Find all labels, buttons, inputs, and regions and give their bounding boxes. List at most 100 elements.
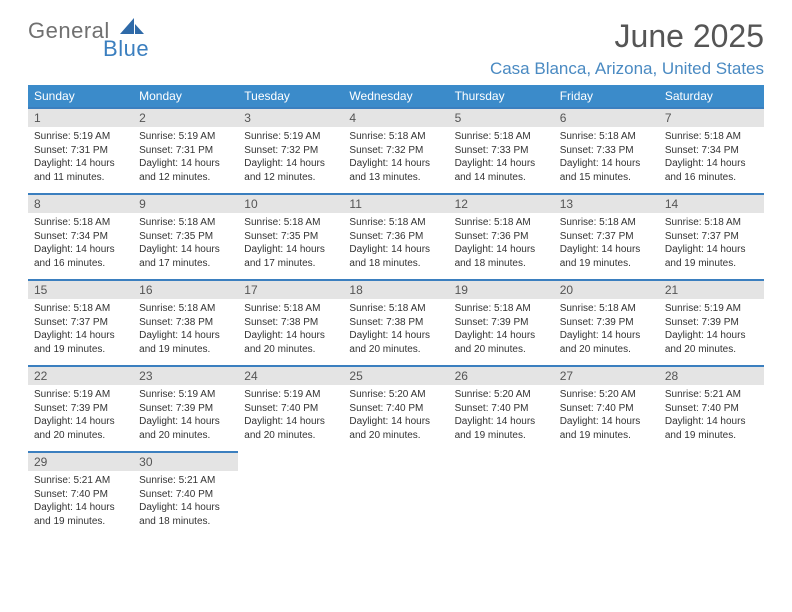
calendar-row: 1Sunrise: 5:19 AMSunset: 7:31 PMDaylight… [28, 108, 764, 194]
daylight-line: Daylight: 14 hours and 14 minutes. [455, 157, 548, 184]
daylight-line: Daylight: 14 hours and 19 minutes. [665, 243, 758, 270]
calendar-cell: 20Sunrise: 5:18 AMSunset: 7:39 PMDayligh… [554, 280, 659, 366]
sunset-line: Sunset: 7:38 PM [139, 316, 232, 330]
daylight-line: Daylight: 14 hours and 16 minutes. [34, 243, 127, 270]
title-block: June 2025 Casa Blanca, Arizona, United S… [490, 18, 764, 79]
sunset-line: Sunset: 7:34 PM [665, 144, 758, 158]
daylight-line: Daylight: 14 hours and 19 minutes. [34, 329, 127, 356]
day-number: 16 [133, 281, 238, 299]
day-details: Sunrise: 5:18 AMSunset: 7:33 PMDaylight:… [449, 127, 554, 187]
day-details: Sunrise: 5:21 AMSunset: 7:40 PMDaylight:… [659, 385, 764, 445]
sunrise-line: Sunrise: 5:19 AM [244, 130, 337, 144]
sunset-line: Sunset: 7:40 PM [455, 402, 548, 416]
day-number: 21 [659, 281, 764, 299]
day-number: 24 [238, 367, 343, 385]
daylight-line: Daylight: 14 hours and 20 minutes. [349, 415, 442, 442]
calendar-cell: 18Sunrise: 5:18 AMSunset: 7:38 PMDayligh… [343, 280, 448, 366]
sunset-line: Sunset: 7:40 PM [34, 488, 127, 502]
day-number: 17 [238, 281, 343, 299]
sunrise-line: Sunrise: 5:18 AM [349, 130, 442, 144]
weekday-header: Wednesday [343, 85, 448, 108]
sunset-line: Sunset: 7:33 PM [455, 144, 548, 158]
day-details: Sunrise: 5:18 AMSunset: 7:34 PMDaylight:… [659, 127, 764, 187]
sunset-line: Sunset: 7:39 PM [665, 316, 758, 330]
calendar-cell: 8Sunrise: 5:18 AMSunset: 7:34 PMDaylight… [28, 194, 133, 280]
sunrise-line: Sunrise: 5:18 AM [455, 302, 548, 316]
calendar-cell: 3Sunrise: 5:19 AMSunset: 7:32 PMDaylight… [238, 108, 343, 194]
sunset-line: Sunset: 7:32 PM [349, 144, 442, 158]
daylight-line: Daylight: 14 hours and 20 minutes. [455, 329, 548, 356]
daylight-line: Daylight: 14 hours and 20 minutes. [244, 415, 337, 442]
calendar-row: 15Sunrise: 5:18 AMSunset: 7:37 PMDayligh… [28, 280, 764, 366]
day-number: 13 [554, 195, 659, 213]
calendar-cell: 13Sunrise: 5:18 AMSunset: 7:37 PMDayligh… [554, 194, 659, 280]
calendar-cell: 14Sunrise: 5:18 AMSunset: 7:37 PMDayligh… [659, 194, 764, 280]
sunrise-line: Sunrise: 5:18 AM [560, 302, 653, 316]
calendar-header-row: SundayMondayTuesdayWednesdayThursdayFrid… [28, 85, 764, 108]
calendar-cell: 11Sunrise: 5:18 AMSunset: 7:36 PMDayligh… [343, 194, 448, 280]
day-details: Sunrise: 5:19 AMSunset: 7:32 PMDaylight:… [238, 127, 343, 187]
day-number: 7 [659, 109, 764, 127]
calendar-cell: 25Sunrise: 5:20 AMSunset: 7:40 PMDayligh… [343, 366, 448, 452]
logo-sail-icon [120, 18, 144, 36]
day-details: Sunrise: 5:18 AMSunset: 7:38 PMDaylight:… [343, 299, 448, 359]
calendar-cell: 5Sunrise: 5:18 AMSunset: 7:33 PMDaylight… [449, 108, 554, 194]
day-number: 14 [659, 195, 764, 213]
day-details: Sunrise: 5:19 AMSunset: 7:40 PMDaylight:… [238, 385, 343, 445]
day-details: Sunrise: 5:18 AMSunset: 7:35 PMDaylight:… [238, 213, 343, 273]
day-number: 2 [133, 109, 238, 127]
day-details: Sunrise: 5:19 AMSunset: 7:39 PMDaylight:… [133, 385, 238, 445]
daylight-line: Daylight: 14 hours and 20 minutes. [139, 415, 232, 442]
daylight-line: Daylight: 14 hours and 19 minutes. [560, 243, 653, 270]
sunset-line: Sunset: 7:33 PM [560, 144, 653, 158]
sunset-line: Sunset: 7:36 PM [455, 230, 548, 244]
daylight-line: Daylight: 14 hours and 15 minutes. [560, 157, 653, 184]
weekday-header: Saturday [659, 85, 764, 108]
sunrise-line: Sunrise: 5:18 AM [34, 302, 127, 316]
sunrise-line: Sunrise: 5:19 AM [34, 130, 127, 144]
sunset-line: Sunset: 7:40 PM [349, 402, 442, 416]
daylight-line: Daylight: 14 hours and 17 minutes. [244, 243, 337, 270]
sunset-line: Sunset: 7:39 PM [139, 402, 232, 416]
calendar-cell: 17Sunrise: 5:18 AMSunset: 7:38 PMDayligh… [238, 280, 343, 366]
sunset-line: Sunset: 7:37 PM [560, 230, 653, 244]
sunrise-line: Sunrise: 5:18 AM [349, 216, 442, 230]
sunset-line: Sunset: 7:39 PM [560, 316, 653, 330]
day-details: Sunrise: 5:19 AMSunset: 7:31 PMDaylight:… [28, 127, 133, 187]
day-number: 20 [554, 281, 659, 299]
sunset-line: Sunset: 7:40 PM [139, 488, 232, 502]
sunset-line: Sunset: 7:31 PM [139, 144, 232, 158]
sunrise-line: Sunrise: 5:18 AM [455, 216, 548, 230]
sunrise-line: Sunrise: 5:18 AM [349, 302, 442, 316]
sunrise-line: Sunrise: 5:20 AM [560, 388, 653, 402]
calendar-cell-empty [659, 452, 764, 538]
sunrise-line: Sunrise: 5:21 AM [34, 474, 127, 488]
daylight-line: Daylight: 14 hours and 20 minutes. [244, 329, 337, 356]
sunset-line: Sunset: 7:37 PM [665, 230, 758, 244]
sunrise-line: Sunrise: 5:19 AM [139, 388, 232, 402]
sunset-line: Sunset: 7:36 PM [349, 230, 442, 244]
sunrise-line: Sunrise: 5:20 AM [349, 388, 442, 402]
day-details: Sunrise: 5:18 AMSunset: 7:36 PMDaylight:… [449, 213, 554, 273]
sunrise-line: Sunrise: 5:18 AM [244, 302, 337, 316]
daylight-line: Daylight: 14 hours and 16 minutes. [665, 157, 758, 184]
day-details: Sunrise: 5:18 AMSunset: 7:33 PMDaylight:… [554, 127, 659, 187]
calendar-cell-empty [343, 452, 448, 538]
location-text: Casa Blanca, Arizona, United States [490, 59, 764, 79]
sunrise-line: Sunrise: 5:19 AM [244, 388, 337, 402]
calendar-cell: 27Sunrise: 5:20 AMSunset: 7:40 PMDayligh… [554, 366, 659, 452]
day-details: Sunrise: 5:18 AMSunset: 7:37 PMDaylight:… [659, 213, 764, 273]
calendar-cell: 23Sunrise: 5:19 AMSunset: 7:39 PMDayligh… [133, 366, 238, 452]
weekday-header: Tuesday [238, 85, 343, 108]
day-number: 3 [238, 109, 343, 127]
daylight-line: Daylight: 14 hours and 20 minutes. [349, 329, 442, 356]
weekday-header: Friday [554, 85, 659, 108]
calendar-cell: 30Sunrise: 5:21 AMSunset: 7:40 PMDayligh… [133, 452, 238, 538]
sunset-line: Sunset: 7:32 PM [244, 144, 337, 158]
day-details: Sunrise: 5:20 AMSunset: 7:40 PMDaylight:… [449, 385, 554, 445]
day-details: Sunrise: 5:18 AMSunset: 7:36 PMDaylight:… [343, 213, 448, 273]
day-details: Sunrise: 5:18 AMSunset: 7:34 PMDaylight:… [28, 213, 133, 273]
day-number: 26 [449, 367, 554, 385]
day-details: Sunrise: 5:18 AMSunset: 7:39 PMDaylight:… [449, 299, 554, 359]
daylight-line: Daylight: 14 hours and 18 minutes. [139, 501, 232, 528]
